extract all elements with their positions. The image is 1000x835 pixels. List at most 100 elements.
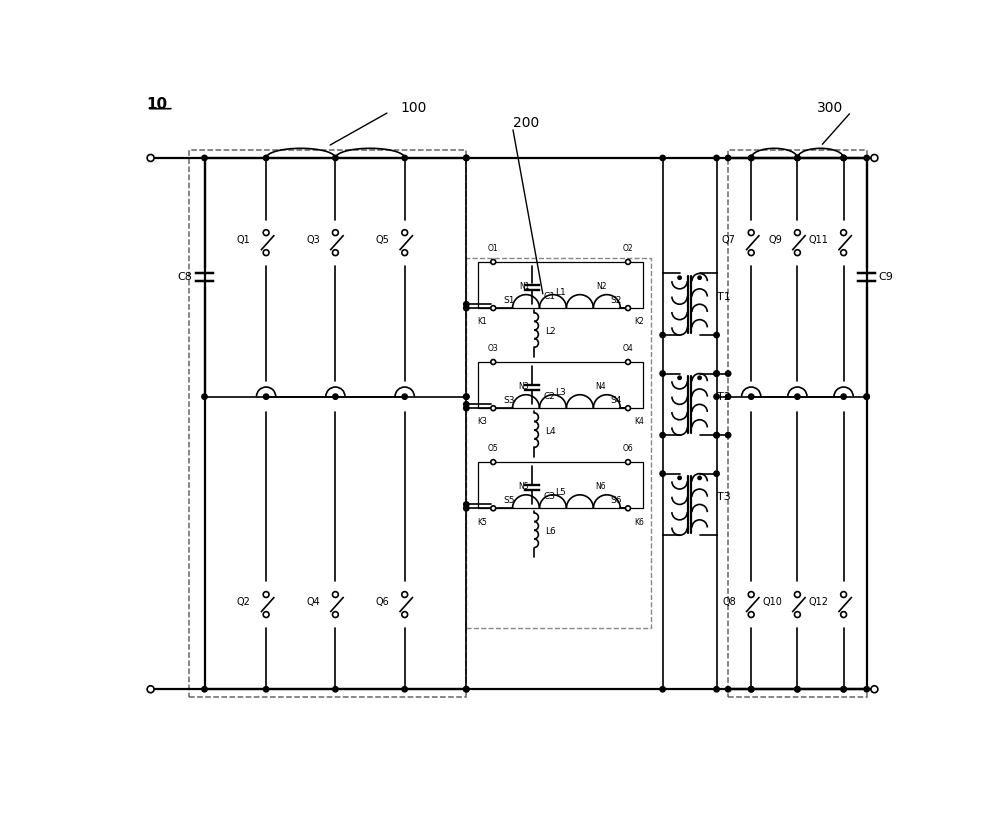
- Circle shape: [660, 433, 665, 438]
- Circle shape: [202, 686, 207, 692]
- Bar: [728, 150, 867, 697]
- Bar: [478, 362, 643, 408]
- Text: C3: C3: [543, 493, 555, 501]
- Circle shape: [864, 155, 869, 160]
- Text: N2: N2: [596, 282, 606, 291]
- Circle shape: [714, 332, 719, 337]
- Text: 100: 100: [401, 101, 427, 115]
- Circle shape: [263, 155, 269, 160]
- Text: O5: O5: [488, 444, 499, 453]
- Text: L4: L4: [546, 428, 556, 436]
- Circle shape: [332, 592, 338, 598]
- Circle shape: [678, 276, 681, 280]
- Circle shape: [678, 476, 681, 479]
- Circle shape: [402, 250, 408, 256]
- Circle shape: [402, 155, 407, 160]
- Circle shape: [725, 394, 731, 399]
- Text: K4: K4: [635, 418, 644, 427]
- Circle shape: [714, 394, 719, 399]
- Circle shape: [626, 506, 630, 511]
- Circle shape: [333, 155, 338, 160]
- Circle shape: [402, 611, 408, 618]
- Circle shape: [841, 155, 846, 160]
- Circle shape: [332, 230, 338, 235]
- Circle shape: [147, 686, 154, 693]
- Circle shape: [464, 301, 469, 307]
- Text: S2: S2: [611, 296, 622, 305]
- Text: Q9: Q9: [768, 235, 782, 245]
- Circle shape: [660, 371, 665, 377]
- Circle shape: [795, 155, 800, 160]
- Circle shape: [263, 230, 269, 235]
- Circle shape: [698, 376, 701, 379]
- Circle shape: [660, 155, 665, 160]
- Text: Q11: Q11: [808, 235, 828, 245]
- Text: K2: K2: [635, 317, 644, 326]
- Circle shape: [332, 611, 338, 618]
- Circle shape: [626, 306, 630, 311]
- Circle shape: [749, 155, 754, 160]
- Text: Q2: Q2: [237, 597, 251, 607]
- Text: 200: 200: [512, 116, 539, 130]
- Text: N3: N3: [519, 382, 529, 391]
- Circle shape: [749, 394, 754, 399]
- Text: K1: K1: [477, 317, 487, 326]
- Circle shape: [402, 686, 407, 692]
- Text: L6: L6: [546, 527, 556, 536]
- Circle shape: [749, 686, 754, 692]
- Circle shape: [725, 433, 731, 438]
- Text: Q8: Q8: [722, 597, 736, 607]
- Circle shape: [795, 686, 800, 692]
- Text: O2: O2: [623, 244, 633, 253]
- Circle shape: [464, 506, 469, 511]
- Bar: [466, 258, 651, 628]
- Text: L1: L1: [555, 288, 566, 297]
- Text: K3: K3: [477, 418, 487, 427]
- Text: Q6: Q6: [376, 597, 389, 607]
- Text: S3: S3: [503, 396, 514, 405]
- Circle shape: [795, 394, 800, 399]
- Text: T1: T1: [717, 291, 730, 301]
- Circle shape: [464, 402, 469, 407]
- Circle shape: [464, 406, 469, 411]
- Circle shape: [464, 155, 469, 160]
- Circle shape: [841, 155, 846, 160]
- Text: N4: N4: [596, 382, 606, 391]
- Circle shape: [725, 686, 731, 692]
- Circle shape: [714, 371, 719, 377]
- Circle shape: [841, 686, 846, 692]
- Circle shape: [402, 592, 408, 598]
- Circle shape: [841, 230, 847, 235]
- Text: N5: N5: [519, 483, 529, 491]
- Circle shape: [714, 686, 719, 692]
- Circle shape: [332, 250, 338, 256]
- Circle shape: [871, 154, 878, 161]
- Circle shape: [491, 406, 496, 411]
- Circle shape: [491, 306, 496, 311]
- Circle shape: [147, 154, 154, 161]
- Circle shape: [678, 376, 681, 379]
- Circle shape: [841, 250, 847, 256]
- Text: Q7: Q7: [722, 235, 736, 245]
- Circle shape: [748, 611, 754, 618]
- Text: L3: L3: [555, 388, 566, 397]
- Circle shape: [660, 686, 665, 692]
- Circle shape: [698, 476, 701, 479]
- Circle shape: [749, 155, 754, 160]
- Circle shape: [626, 406, 630, 411]
- Text: L5: L5: [555, 488, 566, 498]
- Text: T3: T3: [717, 492, 730, 502]
- Circle shape: [491, 459, 496, 464]
- Circle shape: [464, 394, 469, 399]
- Circle shape: [714, 433, 719, 438]
- Circle shape: [263, 592, 269, 598]
- Circle shape: [714, 433, 719, 438]
- Circle shape: [464, 394, 469, 399]
- Text: C8: C8: [178, 272, 193, 282]
- Bar: [189, 150, 466, 697]
- Text: Q10: Q10: [762, 597, 782, 607]
- Text: K5: K5: [477, 518, 487, 527]
- Circle shape: [263, 250, 269, 256]
- Circle shape: [795, 155, 800, 160]
- Text: 300: 300: [817, 101, 844, 115]
